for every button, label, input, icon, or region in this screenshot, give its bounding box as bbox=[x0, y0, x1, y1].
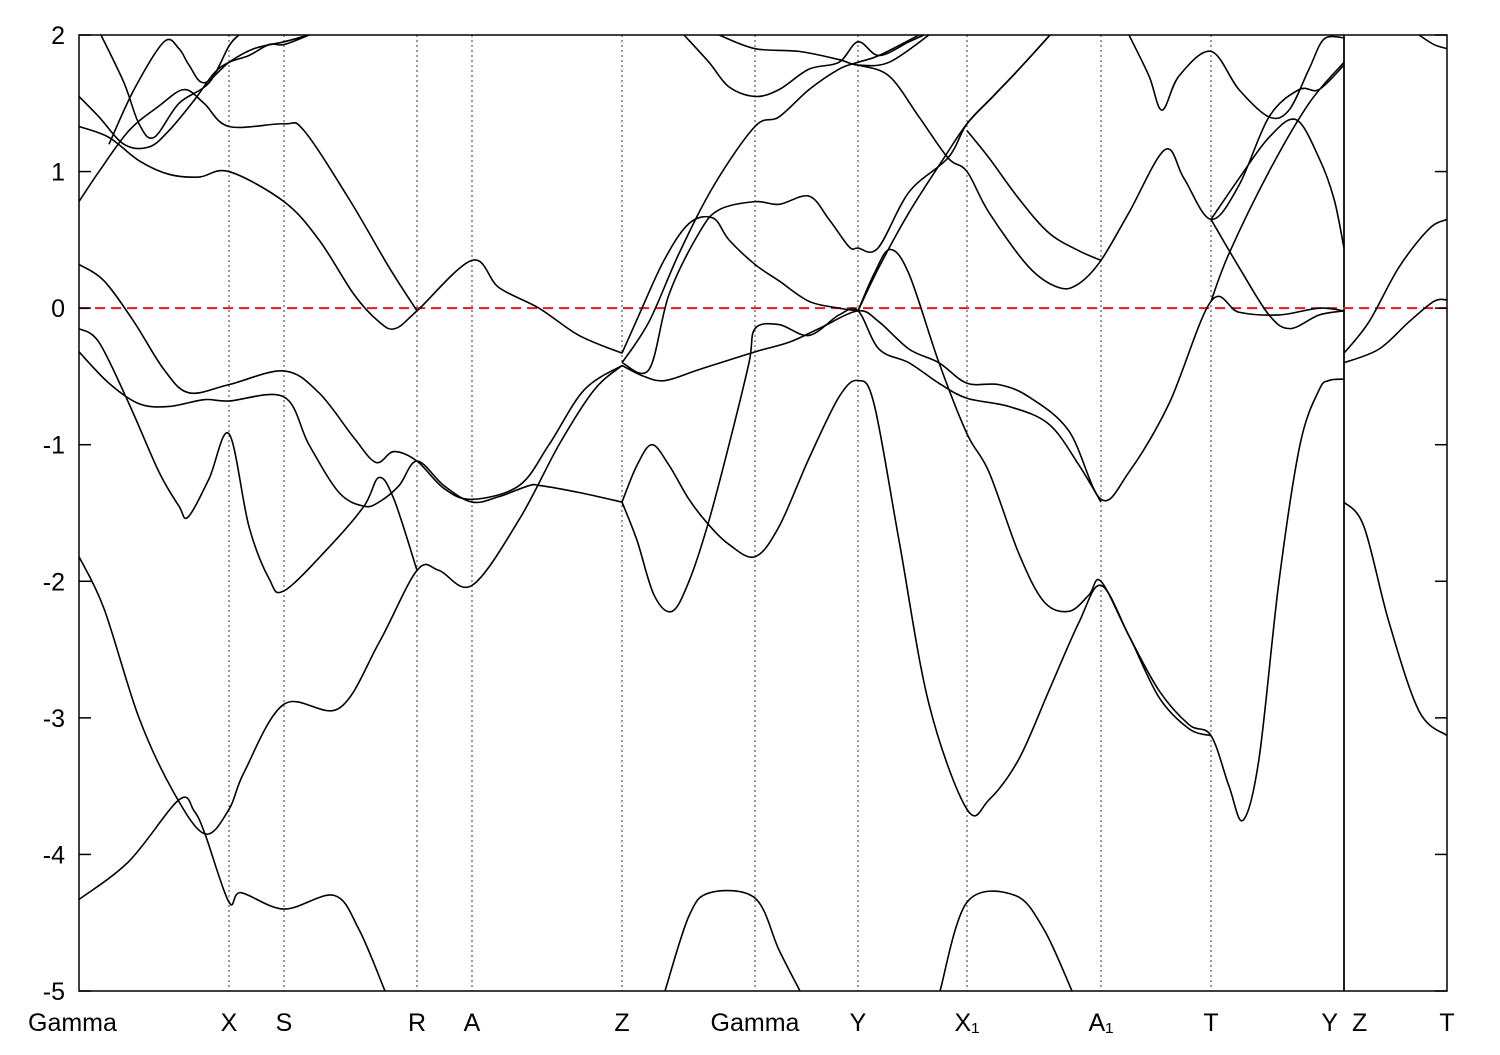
x-tick-label: T bbox=[1439, 1009, 1454, 1037]
grid-layer bbox=[79, 35, 1447, 991]
y-tick-label: -3 bbox=[43, 705, 65, 733]
x-tick-label: Gamma bbox=[711, 1009, 800, 1037]
band-line bbox=[79, 351, 623, 508]
band-line bbox=[664, 889, 801, 991]
x-tick-label: X₁ bbox=[954, 1009, 979, 1037]
y-tick-label: -2 bbox=[43, 568, 65, 596]
band-line bbox=[1210, 218, 1345, 330]
band-layer bbox=[79, 35, 1447, 991]
x-tick-label: A₁ bbox=[1088, 1009, 1113, 1037]
y-tick-label: 1 bbox=[51, 159, 65, 187]
band-line bbox=[621, 35, 1051, 375]
y-tick-label: -4 bbox=[43, 841, 65, 869]
y-tick-label: -1 bbox=[43, 432, 65, 460]
x-tick-label: S bbox=[276, 1009, 293, 1037]
plot-frame bbox=[78, 34, 1448, 992]
band-line bbox=[1343, 501, 1447, 737]
y-tick-label: 2 bbox=[51, 22, 65, 50]
x-tick-label: X bbox=[221, 1009, 238, 1037]
x-tick-label: Gamma bbox=[28, 1009, 117, 1037]
band-line bbox=[1418, 35, 1447, 50]
band-line bbox=[79, 35, 310, 150]
band-line bbox=[857, 35, 1051, 312]
band-line bbox=[79, 263, 623, 501]
band-line bbox=[1210, 118, 1345, 249]
band-line bbox=[621, 215, 859, 354]
band-line bbox=[939, 890, 1073, 991]
band-line bbox=[100, 35, 240, 139]
x-tick-label: T bbox=[1203, 1009, 1218, 1037]
y-tick-label: -5 bbox=[43, 978, 65, 1006]
x-tick-label: Y bbox=[850, 1009, 867, 1037]
band-line bbox=[621, 35, 920, 364]
x-tick-label: Z bbox=[1352, 1009, 1367, 1037]
x-tick-label: Y bbox=[1321, 1009, 1338, 1037]
y-tick-label: 0 bbox=[51, 295, 65, 323]
band-line bbox=[79, 796, 386, 991]
band-line bbox=[621, 379, 1212, 817]
x-tick-label: A bbox=[464, 1009, 481, 1037]
band-line bbox=[108, 35, 310, 145]
band-line bbox=[966, 130, 1102, 262]
band-line bbox=[1210, 61, 1345, 302]
band-line bbox=[79, 364, 623, 835]
band-line bbox=[718, 35, 930, 67]
band-line bbox=[79, 125, 623, 354]
band-line bbox=[1128, 35, 1345, 120]
band-line bbox=[683, 35, 925, 98]
band-line bbox=[621, 295, 1345, 502]
x-tick-label: R bbox=[408, 1009, 426, 1037]
band-line bbox=[1343, 218, 1447, 354]
band-line bbox=[621, 307, 1102, 613]
x-tick-label: Z bbox=[614, 1009, 629, 1037]
band-line bbox=[79, 88, 418, 312]
band-line bbox=[1343, 298, 1447, 364]
band-line bbox=[79, 327, 418, 594]
